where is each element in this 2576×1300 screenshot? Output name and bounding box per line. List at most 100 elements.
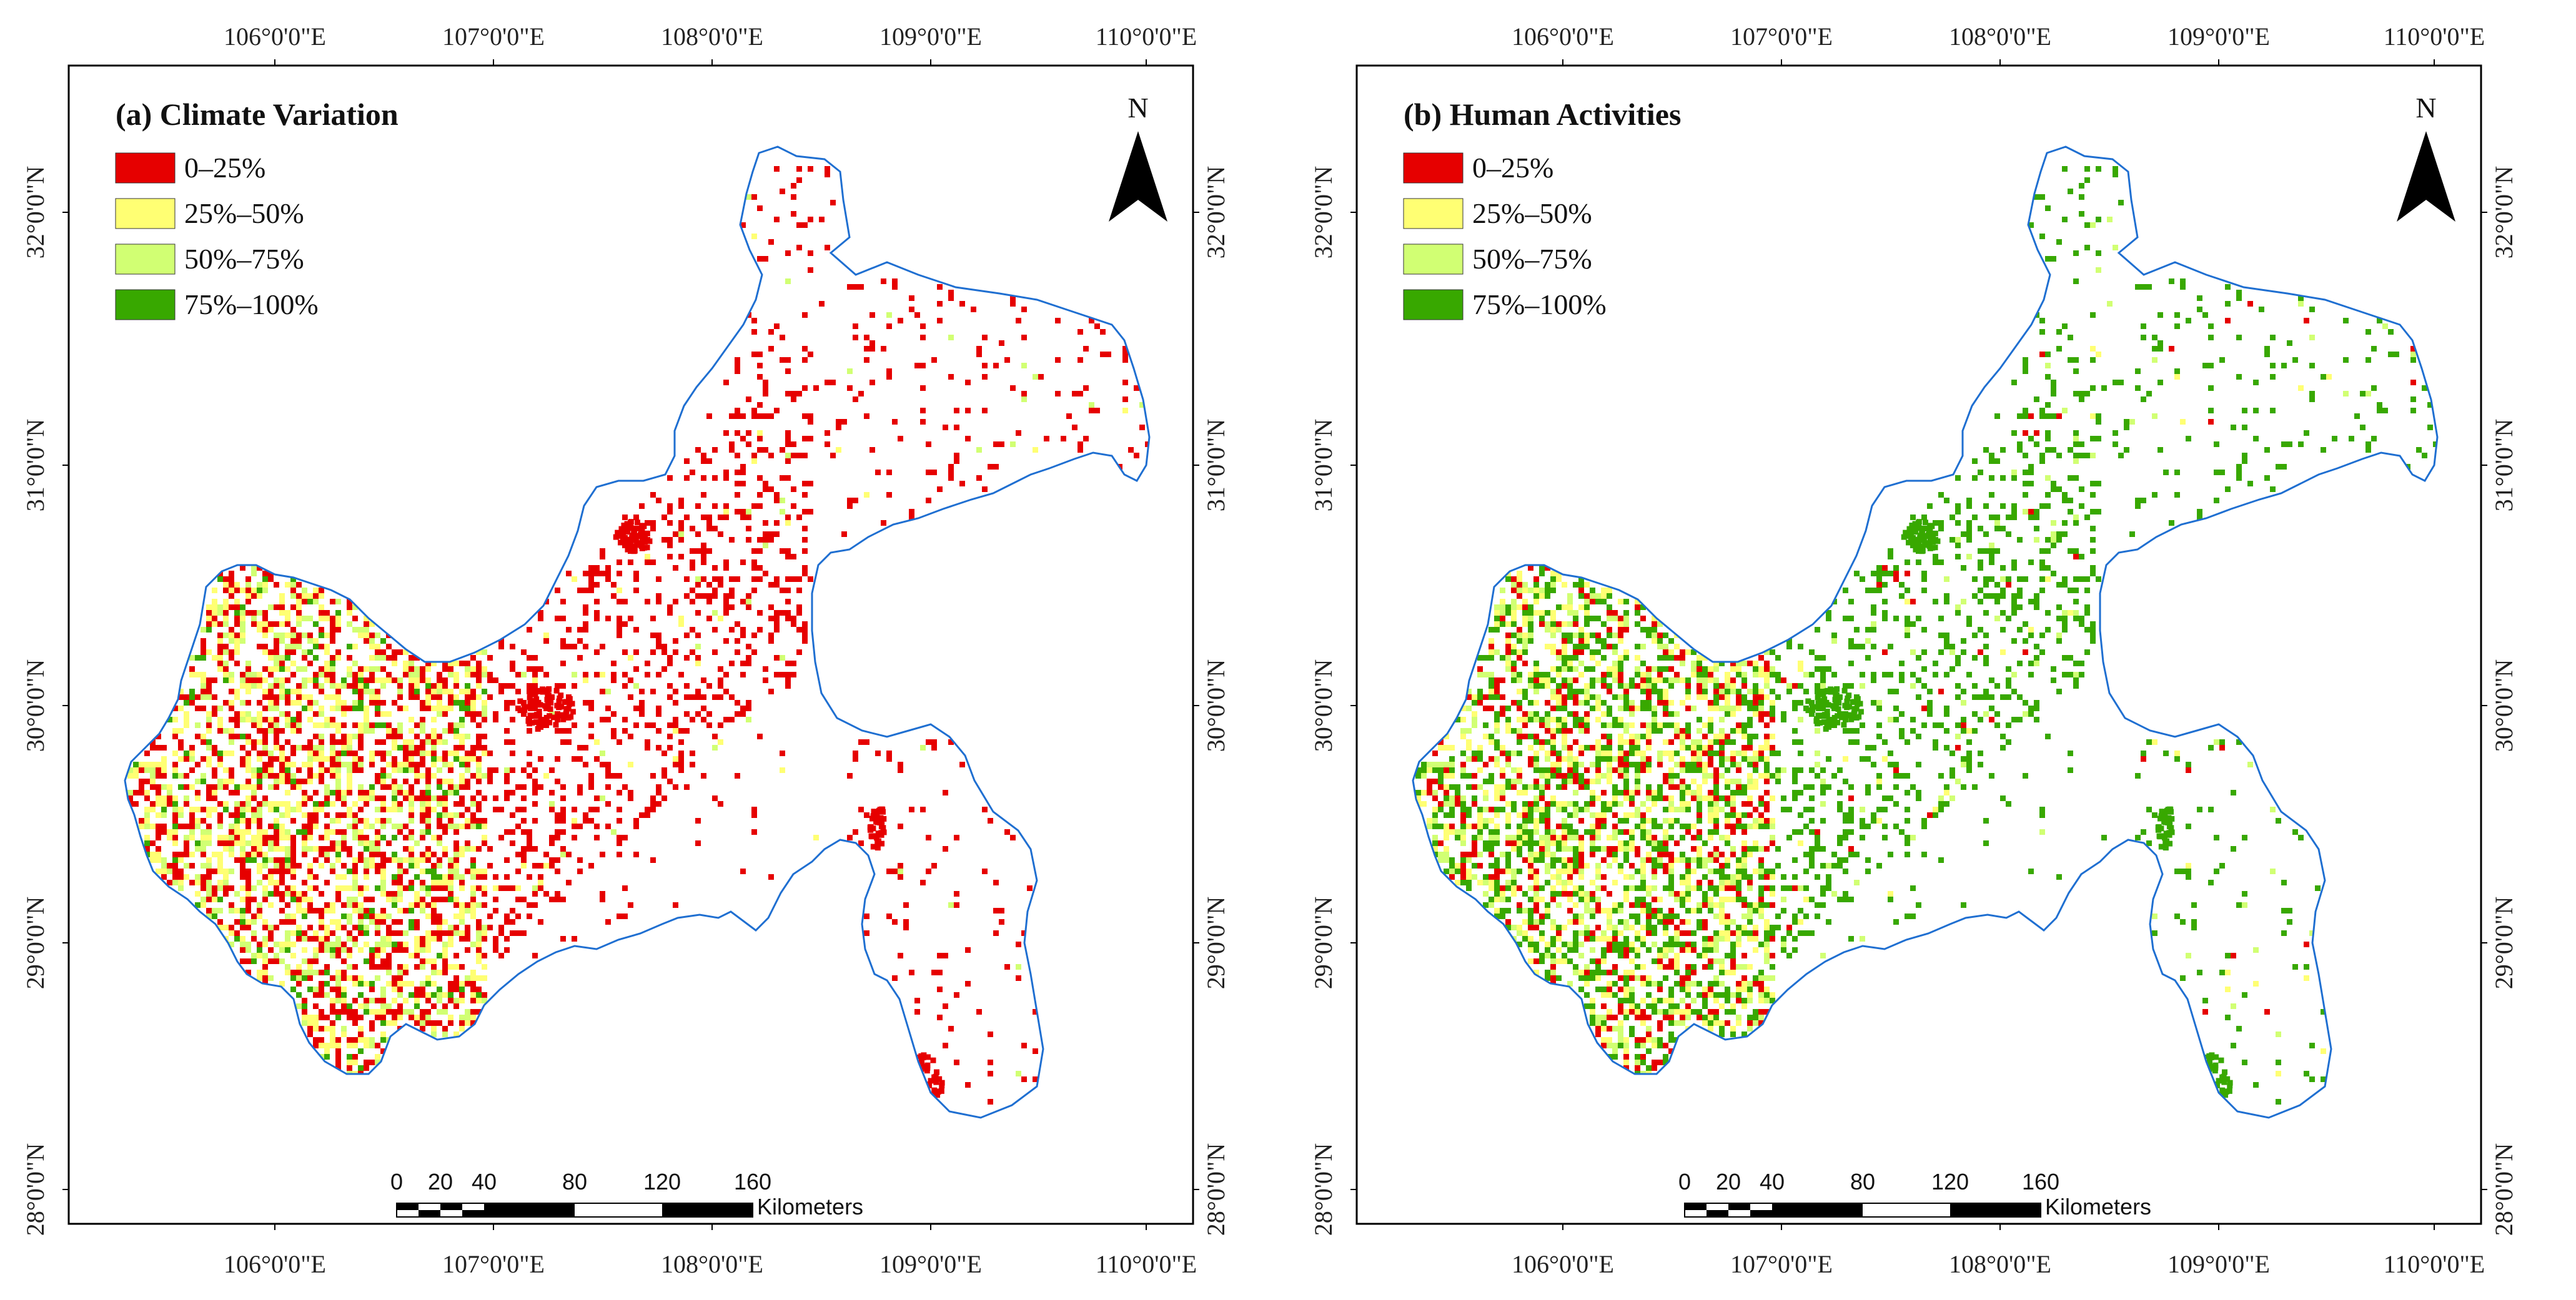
raster-cell — [1910, 621, 1916, 627]
raster-cell — [2304, 318, 2309, 323]
raster-cell — [240, 869, 245, 874]
raster-cell — [358, 919, 364, 925]
raster-cell — [510, 919, 515, 925]
raster-cell — [646, 538, 653, 544]
raster-cell — [2365, 447, 2371, 453]
raster-cell — [825, 430, 830, 436]
raster-cell — [392, 874, 397, 880]
raster-cell — [1584, 638, 1590, 644]
raster-cell — [656, 644, 661, 649]
raster-cell — [2028, 515, 2034, 520]
raster-cell — [347, 812, 352, 818]
raster-cell — [240, 852, 245, 857]
raster-cell — [729, 537, 735, 543]
raster-cell — [217, 863, 223, 869]
raster-cell — [1888, 554, 1893, 559]
raster-cell — [774, 576, 780, 582]
raster-cell — [369, 621, 375, 627]
raster-cell — [802, 537, 808, 543]
raster-cell — [386, 840, 392, 846]
raster-cell — [2045, 548, 2051, 554]
raster-cell — [2084, 177, 2090, 183]
raster-cell — [425, 751, 431, 756]
raster-cell — [560, 599, 566, 604]
raster-cell — [695, 694, 701, 700]
raster-cell — [251, 672, 257, 677]
raster-cell — [195, 706, 201, 711]
raster-cell — [1021, 1076, 1027, 1082]
raster-cell — [617, 807, 622, 812]
raster-cell — [577, 784, 583, 790]
raster-cell — [262, 616, 268, 621]
raster-cell — [1601, 700, 1607, 706]
raster-cell — [189, 852, 195, 857]
raster-cell — [319, 689, 324, 694]
raster-cell — [1888, 644, 1893, 649]
raster-cell — [560, 852, 566, 857]
raster-cell — [1938, 689, 1944, 694]
raster-cell — [217, 835, 223, 840]
raster-cell — [369, 677, 375, 683]
raster-cell — [285, 717, 290, 722]
raster-cell — [796, 649, 802, 655]
raster-cell — [319, 852, 324, 857]
raster-cell — [262, 745, 268, 751]
raster-cell — [1910, 683, 1916, 689]
raster-cell — [206, 795, 212, 801]
raster-cell — [453, 1032, 459, 1037]
raster-cell — [234, 835, 240, 840]
raster-cell — [2422, 385, 2427, 391]
raster-cell — [431, 773, 437, 779]
raster-cell — [397, 649, 403, 655]
raster-cell — [1994, 616, 2000, 621]
raster-cell — [1910, 515, 1916, 520]
raster-cell — [1978, 470, 1983, 475]
raster-cell — [1921, 666, 1927, 672]
raster-cell — [437, 880, 442, 885]
top-lon-label: 109°0'0"E — [879, 22, 982, 51]
raster-cell — [690, 470, 695, 475]
raster-cell — [1831, 633, 1837, 638]
raster-cell — [1584, 644, 1590, 649]
raster-cell — [1730, 677, 1736, 683]
raster-cell — [352, 1054, 358, 1060]
raster-cell — [1753, 706, 1758, 711]
raster-cell — [431, 683, 437, 689]
raster-cell — [2242, 425, 2247, 430]
raster-cell — [791, 576, 796, 582]
raster-cell — [1083, 346, 1089, 352]
raster-cell — [442, 762, 448, 767]
raster-cell — [538, 717, 544, 723]
raster-cell — [1584, 610, 1590, 616]
raster-cell — [403, 857, 409, 863]
raster-cell — [751, 453, 757, 458]
raster-cell — [386, 1020, 392, 1026]
raster-cell — [453, 683, 459, 689]
raster-cell — [2394, 352, 2399, 357]
raster-cell — [538, 724, 544, 730]
raster-cell — [453, 840, 459, 846]
raster-cell — [2039, 408, 2045, 413]
raster-cell — [319, 863, 324, 869]
raster-cell — [279, 981, 285, 987]
legend-swatch-25-50 — [115, 198, 176, 229]
raster-cell — [1494, 683, 1500, 689]
raster-cell — [572, 722, 577, 728]
raster-cell — [802, 481, 808, 486]
raster-cell — [2011, 509, 2017, 515]
raster-cell — [285, 919, 290, 925]
raster-cell — [1938, 559, 1944, 565]
raster-cell — [358, 672, 364, 677]
raster-cell — [375, 930, 380, 936]
raster-cell — [1595, 677, 1601, 683]
raster-cell — [2079, 554, 2084, 559]
raster-cell — [667, 722, 673, 728]
raster-cell — [1472, 700, 1477, 706]
raster-cell — [858, 739, 864, 745]
raster-cell — [1921, 706, 1927, 711]
raster-cell — [948, 475, 954, 481]
raster-cell — [560, 638, 566, 644]
raster-cell — [572, 672, 577, 677]
raster-cell — [302, 593, 307, 599]
raster-cell — [206, 689, 212, 694]
